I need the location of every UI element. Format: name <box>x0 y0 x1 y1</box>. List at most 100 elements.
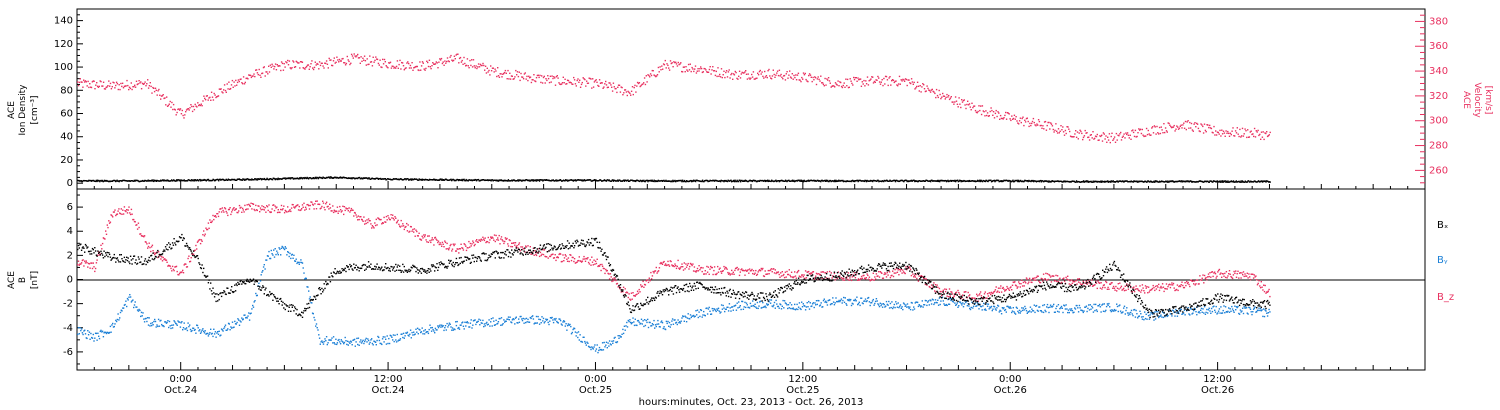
bz-point <box>621 289 623 291</box>
bz-point <box>950 291 952 293</box>
velocity-point <box>943 95 946 97</box>
bz-point <box>265 211 267 213</box>
bz-point <box>948 296 950 298</box>
density-point <box>520 179 522 181</box>
density-point <box>535 179 537 181</box>
velocity-point <box>863 79 865 82</box>
bz-point <box>906 267 909 270</box>
bz-point <box>899 270 902 272</box>
velocity-point <box>1246 136 1248 139</box>
density-point <box>851 179 854 182</box>
density-point <box>1084 181 1087 183</box>
bz-point <box>469 246 471 248</box>
bz-point <box>1263 290 1266 293</box>
bz-point <box>897 269 899 271</box>
bz-point <box>438 243 440 246</box>
bz-point <box>681 263 683 265</box>
density-point <box>491 179 494 181</box>
bz-point <box>1123 287 1125 290</box>
velocity-point <box>1229 132 1232 134</box>
bz-point <box>1266 291 1269 293</box>
density-point <box>159 180 161 182</box>
bz-point <box>1179 285 1182 288</box>
bz-point <box>480 238 482 240</box>
velocity-point <box>93 80 95 82</box>
bz-point <box>1186 280 1188 283</box>
bz-point <box>187 257 189 260</box>
bz-point <box>1063 280 1066 282</box>
velocity-point <box>265 71 267 73</box>
velocity-point <box>699 68 701 70</box>
density-point <box>802 181 805 183</box>
velocity-point <box>246 77 248 79</box>
velocity-point <box>112 81 114 83</box>
bz-point <box>806 271 808 273</box>
velocity-point <box>586 82 589 84</box>
bz-point <box>283 212 286 214</box>
bz-point <box>832 275 834 277</box>
velocity-point <box>820 75 822 77</box>
density-point <box>1082 180 1085 182</box>
bz-point <box>135 224 137 226</box>
bz-point <box>164 259 167 261</box>
velocity-point <box>928 89 930 91</box>
bz-point <box>175 266 177 268</box>
density-point <box>213 179 215 181</box>
velocity-point <box>954 101 956 103</box>
velocity-point <box>840 85 843 88</box>
velocity-point <box>311 60 313 62</box>
velocity-point <box>549 75 552 77</box>
bz-point <box>201 240 203 242</box>
bz-point <box>433 244 435 246</box>
bz-point <box>450 243 452 246</box>
bz-point <box>903 272 906 274</box>
bz-point <box>809 273 811 275</box>
velocity-point <box>663 64 666 66</box>
bz-point <box>1059 277 1061 279</box>
velocity-point <box>1202 125 1204 128</box>
velocity-point <box>275 69 278 71</box>
bz-point <box>1120 285 1123 287</box>
bz-point <box>1158 283 1160 286</box>
density-point <box>954 180 957 183</box>
bz-point <box>275 207 277 209</box>
bz-point <box>506 237 508 240</box>
bz-point <box>576 261 578 263</box>
velocity-point <box>595 79 597 81</box>
density-point <box>1107 181 1110 183</box>
density-point <box>1225 181 1227 183</box>
density-point <box>877 179 879 182</box>
bz-point <box>768 273 770 275</box>
density-point <box>87 180 89 182</box>
density-point <box>101 180 103 182</box>
bz-point <box>386 219 388 221</box>
bz-point <box>731 269 733 272</box>
density-point <box>213 180 216 182</box>
density-point <box>193 179 195 181</box>
bz-point <box>849 277 851 279</box>
velocity-point <box>656 74 659 76</box>
velocity-point <box>1001 117 1003 120</box>
density-point <box>623 180 626 182</box>
density-point <box>903 180 905 183</box>
velocity-point <box>988 115 990 117</box>
velocity-point <box>932 90 934 93</box>
velocity-point <box>612 82 615 84</box>
bz-point <box>199 242 202 245</box>
by-point <box>108 332 110 334</box>
density-point <box>396 178 398 181</box>
bz-point <box>1165 283 1168 285</box>
bz-point <box>949 295 951 297</box>
velocity-point <box>208 97 210 99</box>
bz-point <box>896 271 899 273</box>
bz-point <box>412 228 414 231</box>
bz-point <box>366 219 368 221</box>
bz-point <box>656 272 658 274</box>
density-point <box>316 177 319 179</box>
velocity-point <box>127 84 129 87</box>
bz-point <box>309 204 311 207</box>
velocity-point <box>1179 125 1181 127</box>
bz-point <box>1190 279 1193 281</box>
density-point <box>489 179 492 181</box>
bz-point <box>80 263 82 265</box>
